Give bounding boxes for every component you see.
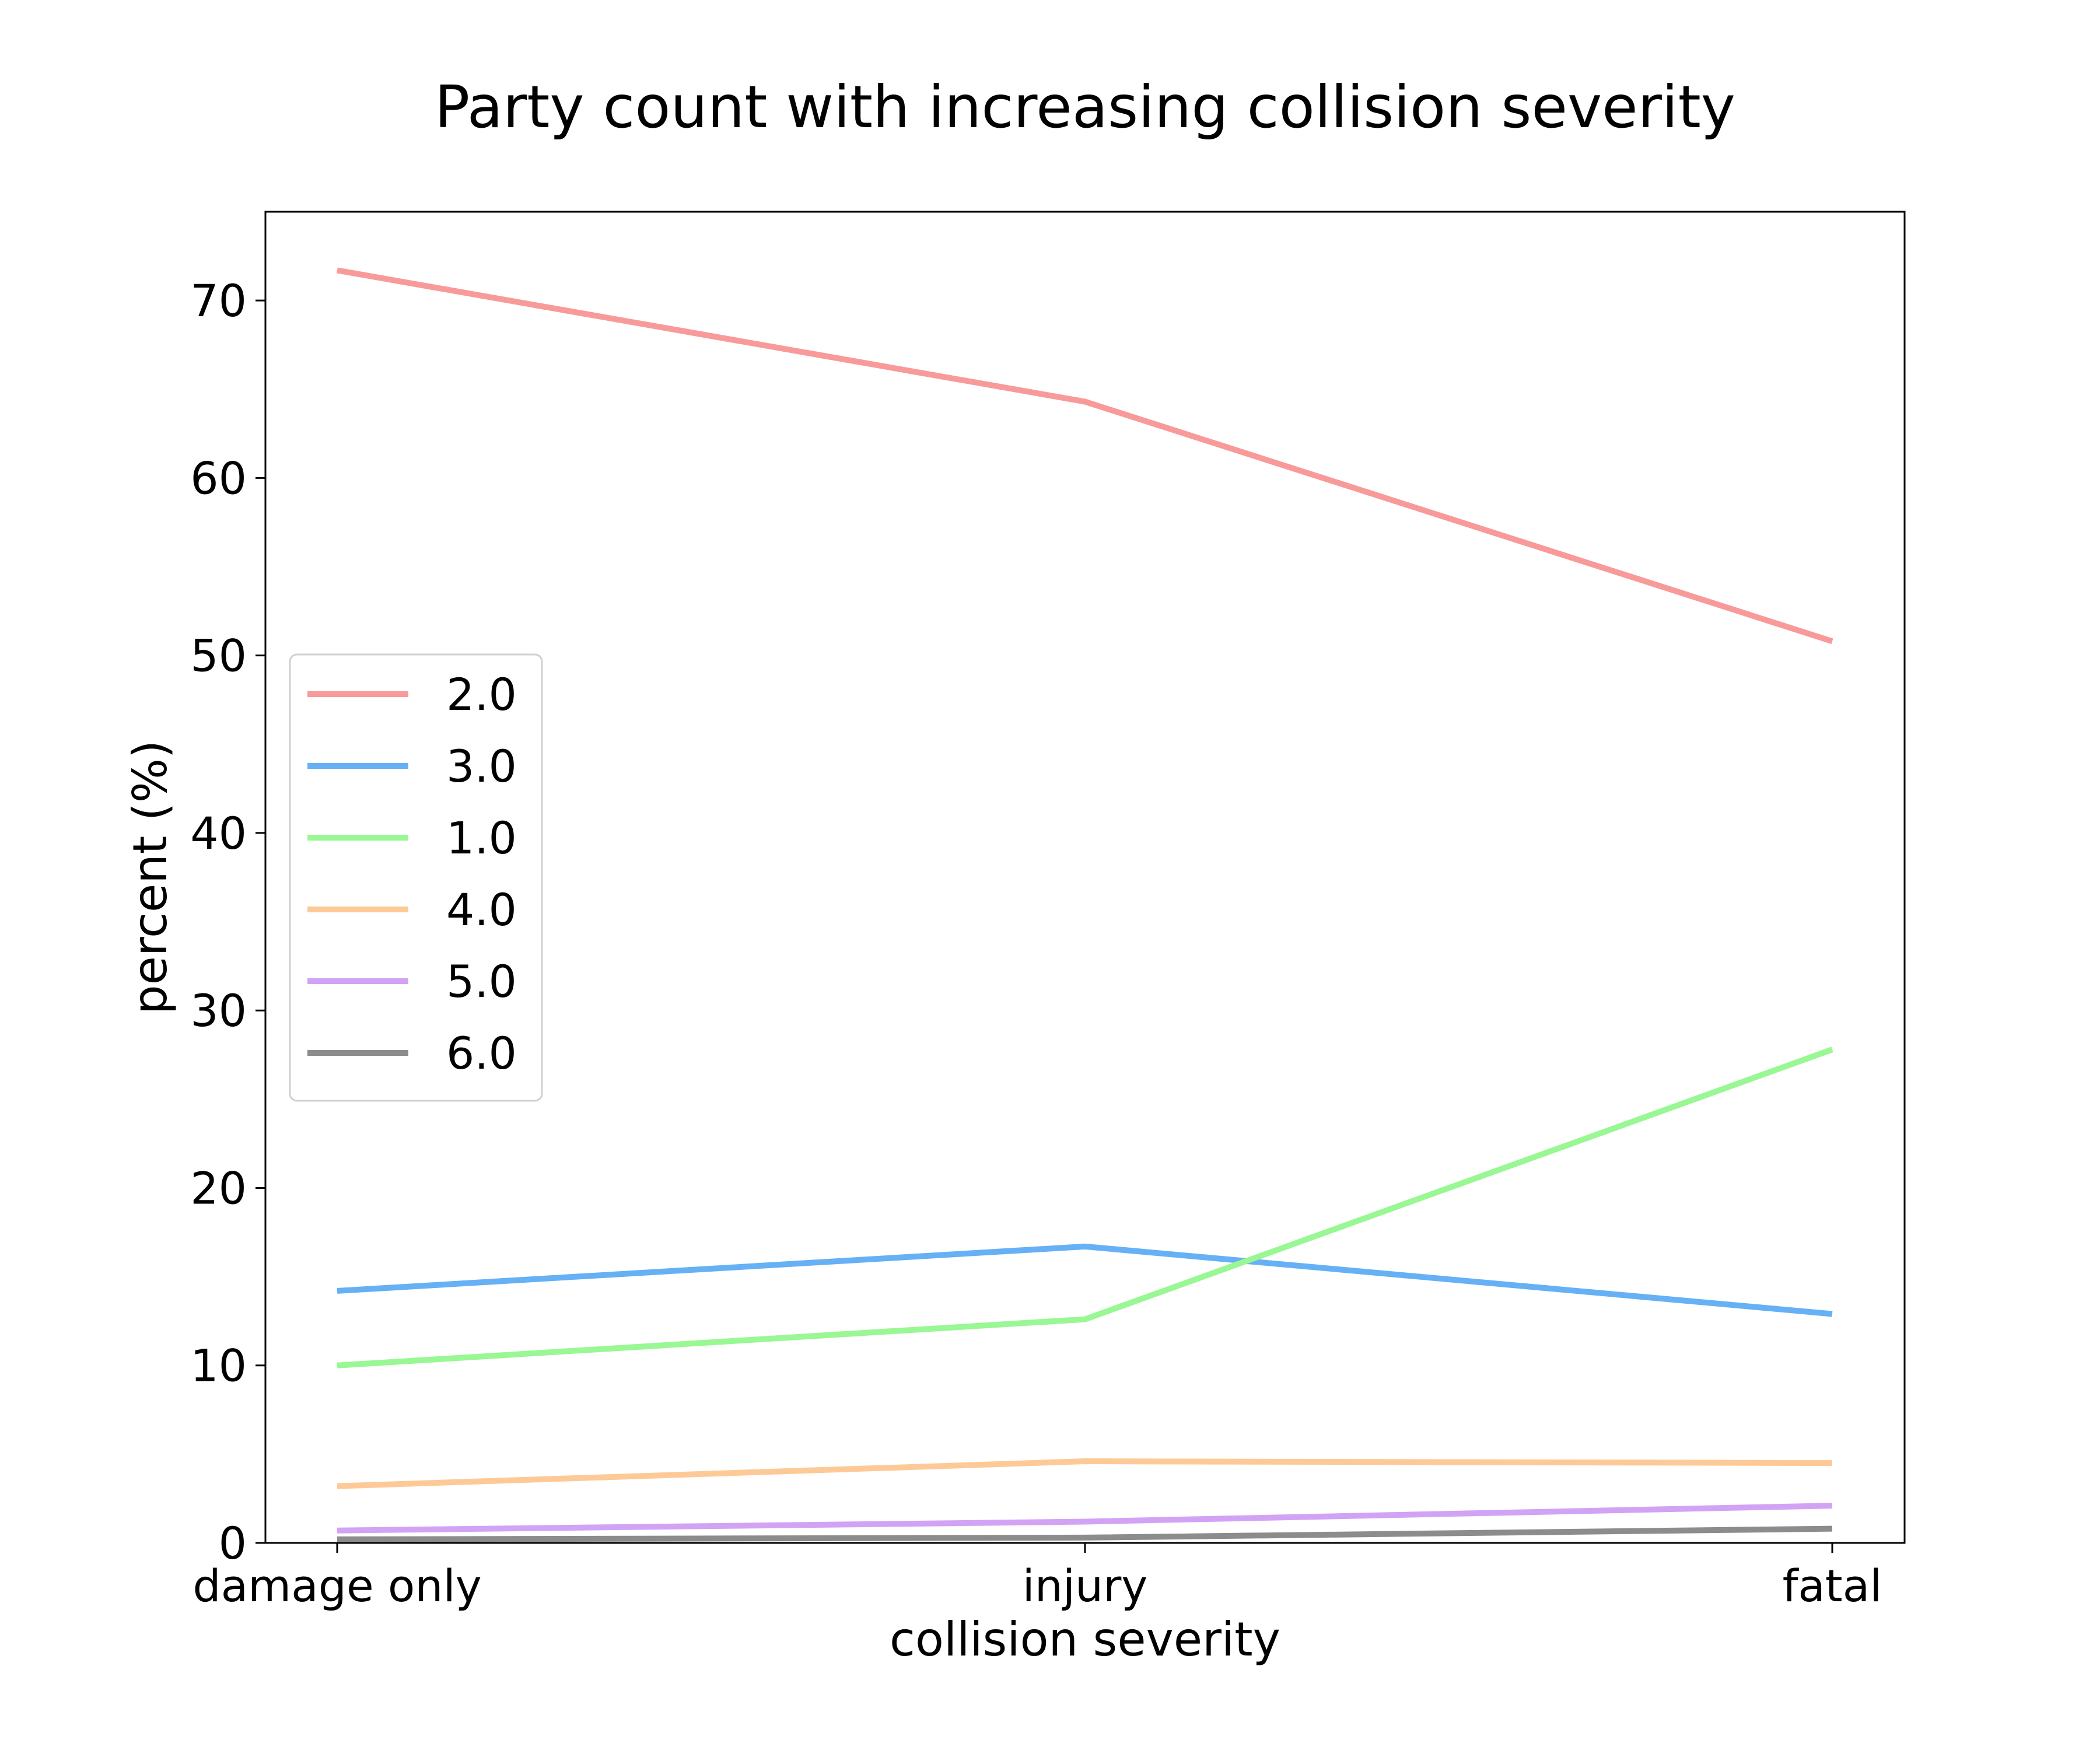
legend-label: 4.0 <box>446 884 517 936</box>
x-tick-label: fatal <box>1783 1560 1882 1612</box>
y-tick-label: 10 <box>190 1340 247 1392</box>
series-line-4-0 <box>337 1458 1833 1489</box>
series-line-2-0 <box>337 267 1833 645</box>
y-tick-label: 70 <box>190 275 247 327</box>
y-tick-label: 30 <box>190 985 247 1037</box>
y-axis: 0 10 20 30 40 50 60 70 <box>190 275 265 1569</box>
legend-label: 5.0 <box>446 956 517 1007</box>
legend-label: 3.0 <box>446 740 517 792</box>
x-tick-label: damage only <box>192 1560 481 1612</box>
legend: 2.0 3.0 1.0 4.0 5.0 6.0 <box>289 653 543 1102</box>
series-line-6-0 <box>337 1525 1833 1542</box>
y-axis-label: percent (%) <box>123 740 177 1014</box>
y-tick-label: 50 <box>190 630 247 682</box>
y-tick-label: 40 <box>190 807 247 859</box>
chart-title: Party count with increasing collision se… <box>435 73 1735 141</box>
x-axis: damage only injury fatal <box>192 1543 1882 1612</box>
legend-label: 2.0 <box>446 668 517 720</box>
x-axis-label: collision severity <box>890 1612 1280 1667</box>
series-lines <box>337 267 1833 1542</box>
legend-label: 1.0 <box>446 812 517 864</box>
legend-label: 6.0 <box>446 1027 517 1079</box>
series-line-1-0 <box>337 1046 1833 1368</box>
y-tick-label: 60 <box>190 452 247 504</box>
series-line-5-0 <box>337 1503 1833 1534</box>
y-tick-label: 0 <box>219 1517 247 1569</box>
series-line-3-0 <box>337 1243 1833 1317</box>
x-tick-label: injury <box>1023 1560 1148 1612</box>
y-tick-label: 20 <box>190 1162 247 1214</box>
